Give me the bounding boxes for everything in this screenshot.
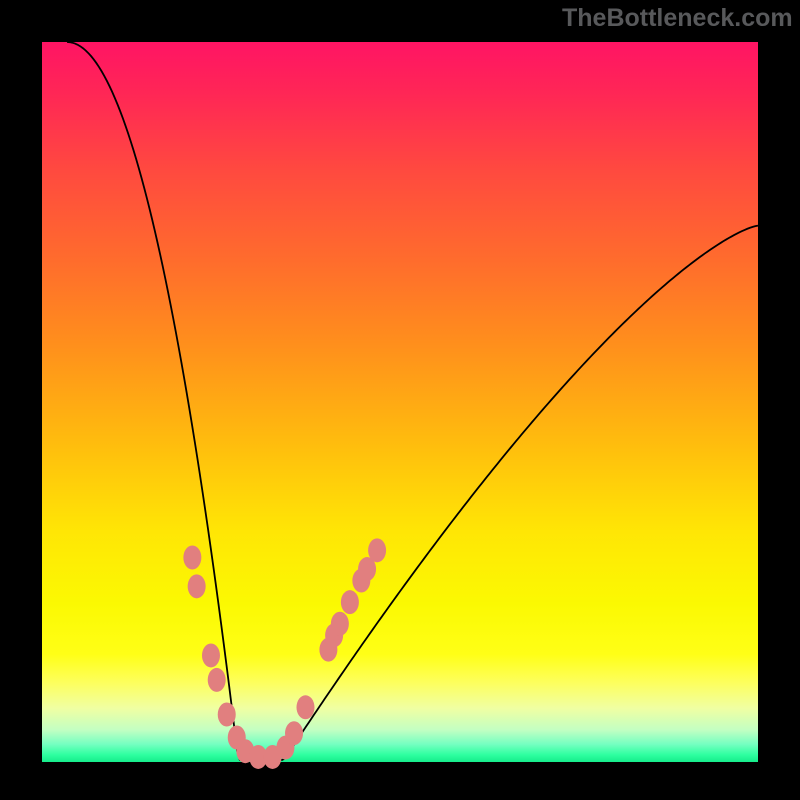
data-marker: [296, 695, 314, 719]
data-marker: [341, 590, 359, 614]
data-marker: [183, 546, 201, 570]
chart-container: TheBottleneck.com: [0, 0, 800, 800]
bottleneck-curve: [67, 42, 758, 760]
data-marker: [331, 612, 349, 636]
chart-svg: [0, 0, 800, 800]
data-marker: [188, 574, 206, 598]
watermark-text: TheBottleneck.com: [562, 4, 793, 33]
data-marker: [218, 702, 236, 726]
data-marker: [368, 538, 386, 562]
data-marker: [208, 668, 226, 692]
data-marker: [285, 721, 303, 745]
data-marker: [202, 643, 220, 667]
